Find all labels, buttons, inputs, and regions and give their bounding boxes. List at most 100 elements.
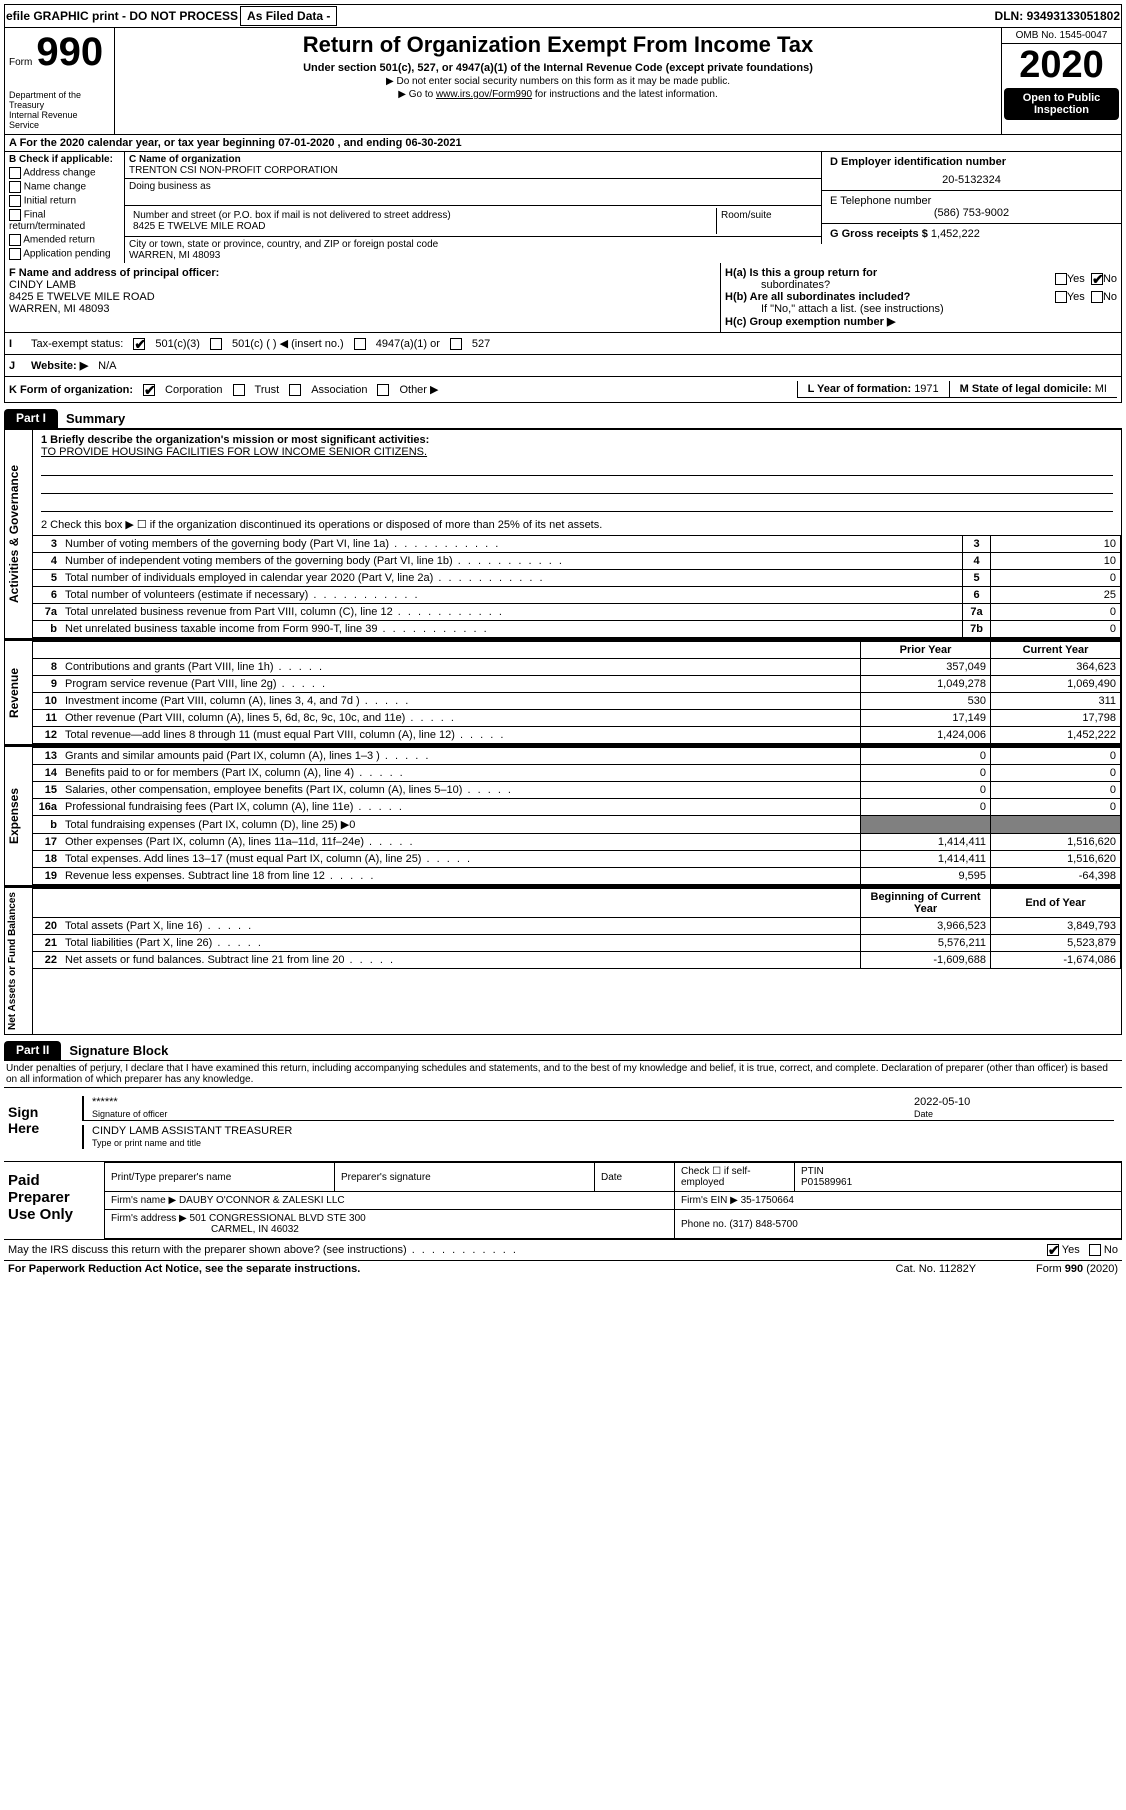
mission-block: 1 Briefly describe the organization's mi… — [33, 430, 1121, 535]
table-row: 11Other revenue (Part VIII, column (A), … — [33, 710, 1121, 727]
phone-value: (586) 753-9002 — [830, 207, 1113, 219]
firm-phone: (317) 848-5700 — [729, 1219, 797, 1230]
right-boxes: D Employer identification number 20-5132… — [821, 152, 1121, 263]
table-row: 14Benefits paid to or for members (Part … — [33, 765, 1121, 782]
paid-row-1: Print/Type preparer's name Preparer's si… — [105, 1163, 1122, 1192]
net-table: Beginning of Current YearEnd of Year 20T… — [33, 888, 1121, 969]
form-header: Form 990 Department of the Treasury Inte… — [4, 28, 1122, 135]
firm-ein: 35-1750664 — [741, 1195, 794, 1206]
title-note1: ▶ Do not enter social security numbers o… — [123, 76, 993, 87]
firm-name: DAUBY O'CONNOR & ZALESKI LLC — [179, 1195, 345, 1206]
table-row: 7aTotal unrelated business revenue from … — [33, 604, 1121, 621]
table-row: 21Total liabilities (Part X, line 26)5,5… — [33, 935, 1121, 952]
title-main: Return of Organization Exempt From Incom… — [123, 32, 993, 58]
section-h: H(a) Is this a group return forsubordina… — [721, 263, 1121, 332]
ptin-value: P01589961 — [801, 1177, 852, 1188]
mission-text: TO PROVIDE HOUSING FACILITIES FOR LOW IN… — [41, 446, 427, 458]
ijk-section: I Tax-exempt status: 501(c)(3) 501(c) ( … — [4, 333, 1122, 403]
chk-initial-return[interactable] — [9, 195, 21, 207]
ha-yes[interactable] — [1055, 273, 1067, 285]
expenses-section: Expenses 13Grants and similar amounts pa… — [4, 745, 1122, 886]
chk-name-change[interactable] — [9, 181, 21, 193]
street-address: 8425 E TWELVE MILE ROAD — [133, 221, 265, 232]
gov-table: 3Number of voting members of the governi… — [33, 535, 1121, 638]
table-row: 16aProfessional fundraising fees (Part I… — [33, 799, 1121, 816]
row-k: K Form of organization: Corporation Trus… — [5, 377, 1121, 402]
irs-link[interactable]: www.irs.gov/Form990 — [436, 89, 532, 100]
rev-table: Prior YearCurrent Year 8Contributions an… — [33, 641, 1121, 744]
section-c: C Name of organization TRENTON CSI NON-P… — [125, 152, 821, 263]
table-row: 9Program service revenue (Part VIII, lin… — [33, 676, 1121, 693]
top-bar: efile GRAPHIC print - DO NOT PROCESS As … — [4, 4, 1122, 28]
form-number: 990 — [36, 32, 103, 72]
title-note2: ▶ Go to www.irs.gov/Form990 for instruct… — [123, 89, 993, 100]
chk-final-return[interactable] — [9, 209, 21, 221]
chk-4947[interactable] — [354, 338, 366, 350]
as-filed-box: As Filed Data - — [240, 6, 337, 26]
dept-text: Department of the Treasury Internal Reve… — [9, 90, 110, 130]
table-row: 5Total number of individuals employed in… — [33, 570, 1121, 587]
discuss-no[interactable] — [1089, 1244, 1101, 1256]
side-net: Net Assets or Fund Balances — [5, 888, 33, 1034]
entity-section: B Check if applicable: Address change Na… — [4, 152, 1122, 263]
table-row: bTotal fundraising expenses (Part IX, co… — [33, 816, 1121, 834]
part2-header: Part II Signature Block — [4, 1041, 1122, 1061]
hb-yes[interactable] — [1055, 291, 1067, 303]
year-box: OMB No. 1545-0047 2020 Open to Public In… — [1001, 28, 1121, 134]
omb-number: OMB No. 1545-0047 — [1002, 28, 1121, 44]
chk-527[interactable] — [450, 338, 462, 350]
netassets-section: Net Assets or Fund Balances Beginning of… — [4, 886, 1122, 1035]
gross-receipts: 1,452,222 — [931, 228, 980, 240]
sign-date: 2022-05-10 — [914, 1096, 970, 1108]
paid-preparer-block: Paid Preparer Use Only Print/Type prepar… — [4, 1162, 1122, 1239]
table-row: 19Revenue less expenses. Subtract line 1… — [33, 868, 1121, 885]
ein-value: 20-5132324 — [830, 174, 1113, 186]
chk-corp[interactable] — [143, 384, 155, 396]
efile-text: efile GRAPHIC print - DO NOT PROCESS — [6, 9, 238, 23]
chk-501c3[interactable] — [133, 338, 145, 350]
section-b: B Check if applicable: Address change Na… — [5, 152, 125, 263]
row-j: J Website: ▶ N/A — [5, 355, 1121, 377]
sign-here-block: Sign Here ******Signature of officer 202… — [4, 1088, 1122, 1162]
chk-other[interactable] — [377, 384, 389, 396]
table-row: 8Contributions and grants (Part VIII, li… — [33, 659, 1121, 676]
chk-application-pending[interactable] — [9, 248, 21, 260]
q2-text: 2 Check this box ▶ ☐ if the organization… — [41, 518, 1113, 531]
state-domicile: MI — [1095, 383, 1107, 395]
section-f: F Name and address of principal officer:… — [5, 263, 721, 332]
revenue-section: Revenue Prior YearCurrent Year 8Contribu… — [4, 639, 1122, 745]
title-box: Return of Organization Exempt From Incom… — [115, 28, 1001, 134]
hb-no[interactable] — [1091, 291, 1103, 303]
tax-year: 2020 — [1002, 44, 1121, 86]
part1-header: Part I Summary — [4, 409, 1122, 429]
side-rev: Revenue — [5, 641, 33, 744]
chk-amended-return[interactable] — [9, 234, 21, 246]
exp-table: 13Grants and similar amounts paid (Part … — [33, 747, 1121, 885]
city-state-zip: WARREN, MI 48093 — [129, 250, 220, 261]
ha-no[interactable] — [1091, 273, 1103, 285]
dln-label: DLN: — [995, 9, 1024, 23]
discuss-row: May the IRS discuss this return with the… — [4, 1239, 1122, 1260]
fh-row: F Name and address of principal officer:… — [4, 263, 1122, 333]
website-value: N/A — [98, 360, 116, 372]
chk-assoc[interactable] — [289, 384, 301, 396]
table-row: 22Net assets or fund balances. Subtract … — [33, 952, 1121, 969]
dln-value: 93493133051802 — [1027, 9, 1120, 23]
chk-address-change[interactable] — [9, 167, 21, 179]
part1-body: Activities & Governance 1 Briefly descri… — [4, 429, 1122, 639]
table-row: 17Other expenses (Part IX, column (A), l… — [33, 834, 1121, 851]
table-row: 10Investment income (Part VIII, column (… — [33, 693, 1121, 710]
officer-title: CINDY LAMB ASSISTANT TREASURER — [92, 1125, 292, 1137]
table-row: 15Salaries, other compensation, employee… — [33, 782, 1121, 799]
chk-501c[interactable] — [210, 338, 222, 350]
discuss-yes[interactable] — [1047, 1244, 1059, 1256]
chk-trust[interactable] — [233, 384, 245, 396]
row-i: I Tax-exempt status: 501(c)(3) 501(c) ( … — [5, 333, 1121, 355]
officer-name: CINDY LAMB — [9, 279, 76, 291]
table-row: 13Grants and similar amounts paid (Part … — [33, 748, 1121, 765]
table-row: 20Total assets (Part X, line 16)3,966,52… — [33, 918, 1121, 935]
paid-row-2: Firm's name ▶ DAUBY O'CONNOR & ZALESKI L… — [105, 1192, 1122, 1210]
table-row: bNet unrelated business taxable income f… — [33, 621, 1121, 638]
signature-para: Under penalties of perjury, I declare th… — [4, 1061, 1122, 1088]
title-sub: Under section 501(c), 527, or 4947(a)(1)… — [123, 62, 993, 74]
